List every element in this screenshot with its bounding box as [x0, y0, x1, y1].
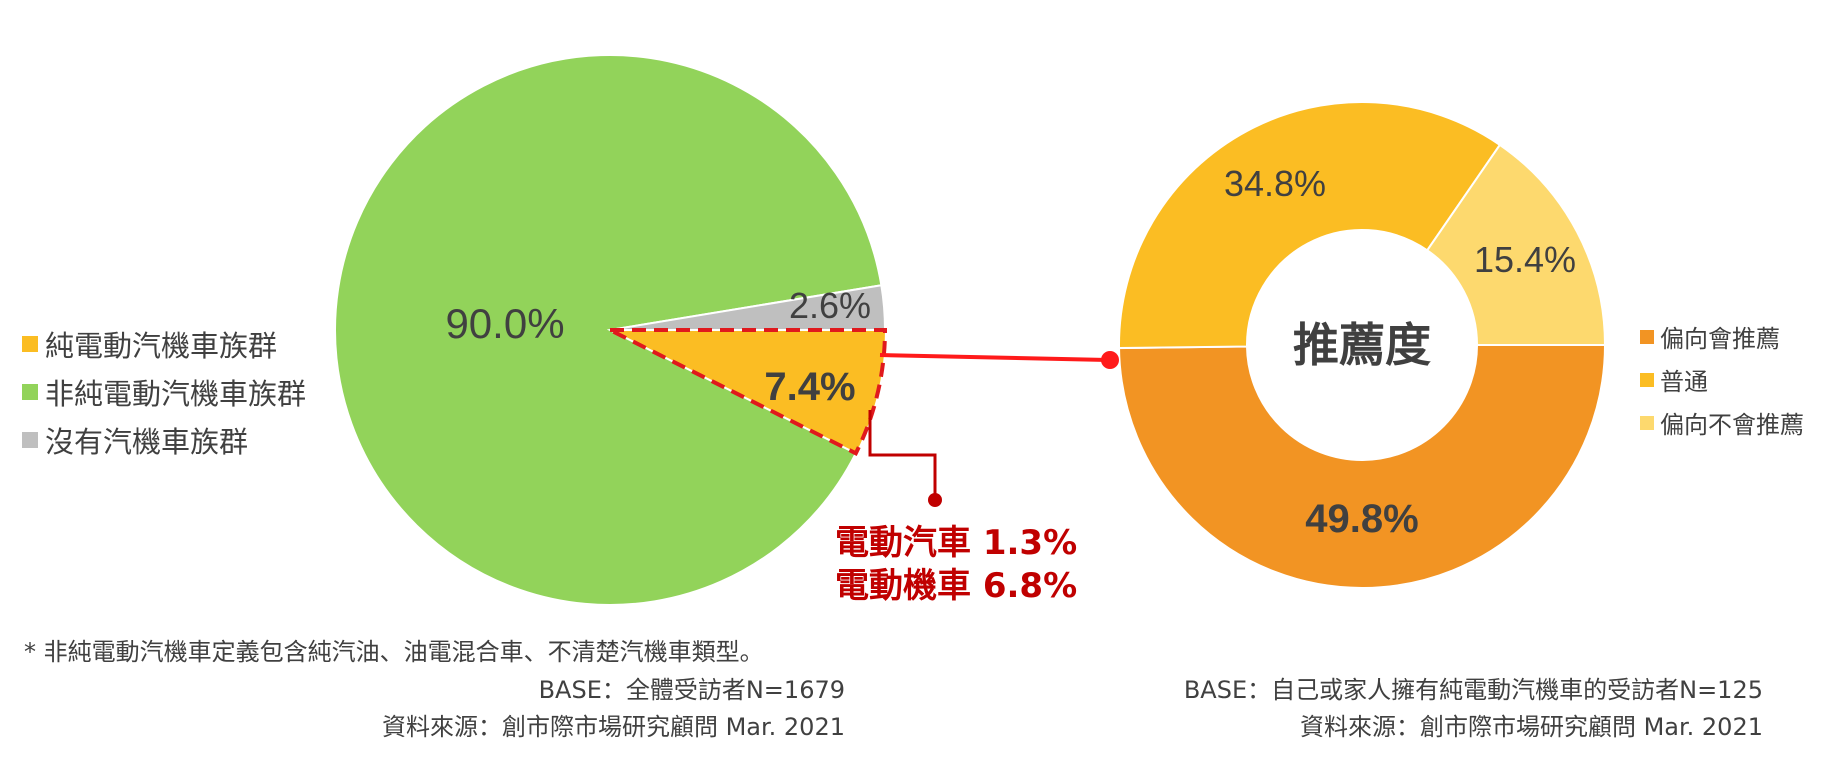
right-source-note: 資料來源：創市際市場研究顧問 Mar. 2021: [1300, 713, 1763, 741]
footnote: * 非純電動汽機車定義包含純汽油、油電混合車、不清楚汽機車類型。: [24, 638, 764, 666]
donut-center-label: 推薦度: [1293, 318, 1431, 372]
callout-line-ev-scooter: 電動機車 6.8%: [835, 566, 1077, 606]
donut-label-not-recommend: 15.4%: [1474, 239, 1576, 280]
pie-slice-non-ev: [334, 54, 883, 606]
legend-swatch-ev: [22, 336, 38, 352]
pie-slice-ev: [610, 330, 885, 454]
left-base-note: BASE：全體受訪者N=1679: [539, 676, 845, 704]
pie-chart-population: 7.4% 90.0% 2.6%: [334, 54, 888, 606]
pie-label-no-vehicle: 2.6%: [789, 285, 871, 326]
left-source-note: 資料來源：創市際市場研究顧問 Mar. 2021: [382, 713, 845, 741]
pie-label-non-ev: 90.0%: [445, 300, 564, 347]
legend-label-non-ev: 非純電動汽機車族群: [45, 377, 306, 411]
legend-left: 純電動汽機車族群 非純電動汽機車族群 沒有汽機車族群: [22, 329, 306, 459]
legend-label-no-vehicle: 沒有汽機車族群: [45, 425, 248, 459]
legend-swatch-neutral: [1640, 373, 1654, 387]
legend-swatch-no-vehicle: [22, 432, 38, 448]
donut-chart-recommendation: 49.8% 34.8% 15.4% 推薦度: [1118, 101, 1607, 589]
donut-slice-recommend: [1118, 344, 1607, 589]
legend-swatch-non-ev: [22, 384, 38, 400]
legend-swatch-not-recommend: [1640, 416, 1654, 430]
donut-label-neutral: 34.8%: [1224, 163, 1326, 204]
donut-slice-neutral: [1118, 101, 1502, 350]
connector-line: [879, 351, 1119, 369]
pie-label-ev: 7.4%: [764, 365, 855, 409]
legend-label-not-recommend: 偏向不會推薦: [1660, 411, 1804, 439]
donut-slice-not-recommend: [1425, 143, 1607, 346]
legend-swatch-recommend: [1640, 330, 1654, 344]
legend-label-ev: 純電動汽機車族群: [45, 329, 277, 363]
legend-label-recommend: 偏向會推薦: [1660, 325, 1780, 353]
pie-slice-ev-highlight: [609, 328, 888, 456]
legend-label-neutral: 普通: [1660, 368, 1708, 396]
legend-right: 偏向會推薦 普通 偏向不會推薦: [1640, 325, 1804, 439]
right-base-note: BASE：自己或家人擁有純電動汽機車的受訪者N=125: [1184, 676, 1763, 704]
donut-label-recommend: 49.8%: [1305, 497, 1418, 541]
callout-connector: [868, 410, 942, 507]
callout-line-ev-car: 電動汽車 1.3%: [835, 523, 1077, 563]
